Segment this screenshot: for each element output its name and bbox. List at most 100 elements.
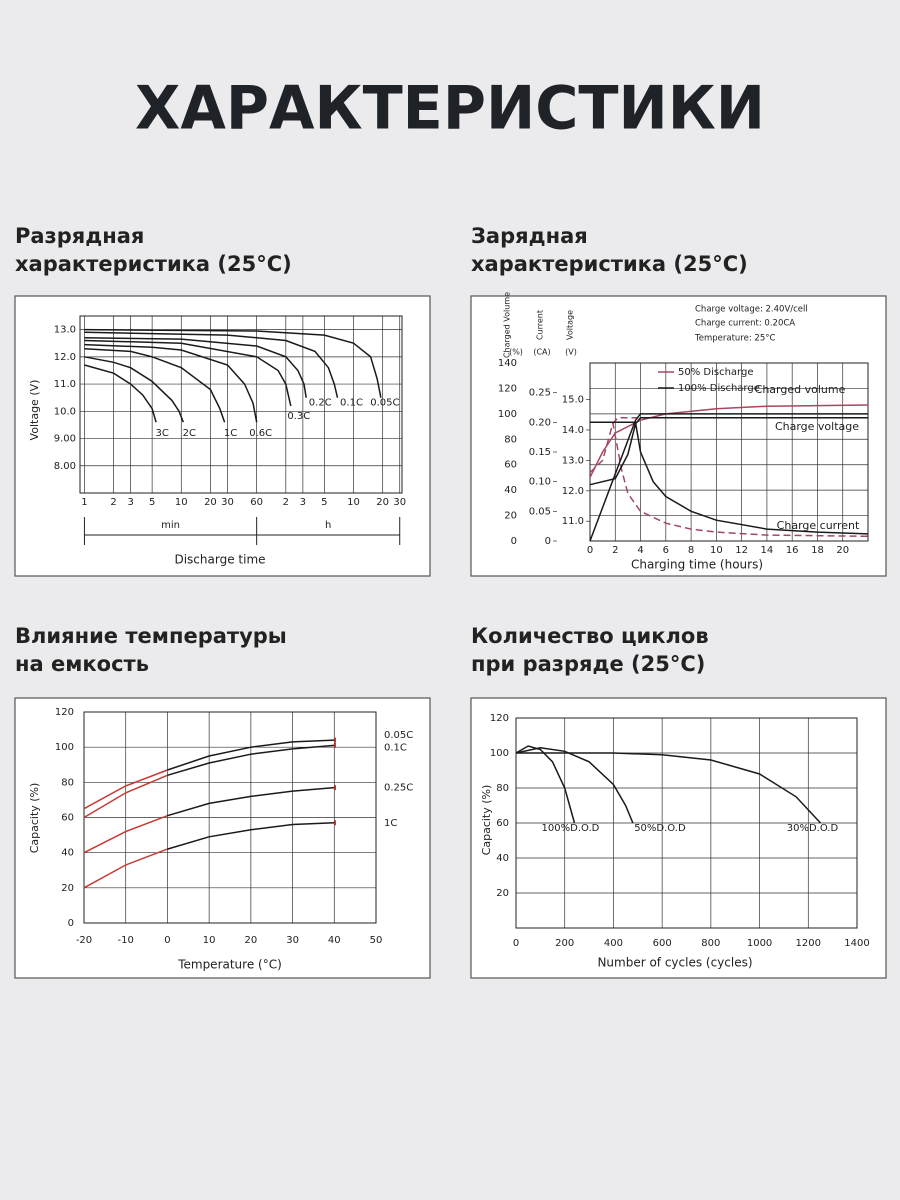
y-tick-label: 40 bbox=[61, 848, 74, 859]
y-axis-header: Charged Volume bbox=[503, 292, 512, 358]
annotation: Charged volume bbox=[755, 383, 846, 396]
y-tick-label: 0.05 bbox=[529, 506, 551, 517]
x-tick-label: 12 bbox=[735, 545, 748, 556]
x-tick-label: 0 bbox=[587, 545, 593, 556]
y-axis-header: Voltage bbox=[566, 310, 575, 340]
x-tick-label: 20 bbox=[376, 497, 389, 508]
series-line bbox=[167, 786, 335, 817]
x-tick-label: 10 bbox=[203, 935, 216, 946]
series-line bbox=[84, 347, 226, 423]
series-label: 0.05C bbox=[370, 398, 399, 409]
x-tick-label: 30 bbox=[393, 497, 406, 508]
x-tick-label: 18 bbox=[811, 545, 824, 556]
x-tick-label: 20 bbox=[836, 545, 849, 556]
series-label: 0.1C bbox=[340, 398, 363, 409]
y-tick-label: 10.0 bbox=[54, 406, 76, 417]
x-tick-label: 10 bbox=[710, 545, 723, 556]
series-line bbox=[167, 744, 335, 777]
series-line bbox=[84, 339, 292, 407]
series-label: 3C bbox=[155, 428, 168, 439]
chart-heading: Зарядная bbox=[471, 224, 588, 248]
series-label: 30%D.O.D bbox=[787, 823, 839, 834]
y-tick-label: 12.0 bbox=[54, 352, 76, 363]
series-line bbox=[167, 739, 335, 771]
x-tick-label: 4 bbox=[637, 545, 643, 556]
chart-heading: Разрядная bbox=[15, 224, 144, 248]
y-tick-label: 11.0 bbox=[562, 516, 584, 527]
plot-frame bbox=[589, 362, 869, 542]
x-tick-label: -20 bbox=[76, 935, 92, 946]
series-line bbox=[167, 822, 335, 850]
y-axis-label: Capacity (%) bbox=[480, 785, 493, 856]
y-tick-label: 0.20 bbox=[529, 417, 551, 428]
x-tick-label: 200 bbox=[555, 938, 574, 949]
y-tick-label: 100 bbox=[490, 748, 509, 759]
y-tick-label: 80 bbox=[504, 434, 517, 445]
x-tick-label: 20 bbox=[204, 497, 217, 508]
series-line bbox=[515, 747, 634, 824]
series-line bbox=[589, 413, 868, 542]
end-marker bbox=[334, 785, 336, 791]
series-line bbox=[84, 356, 184, 423]
x-tick-label: 5 bbox=[149, 497, 155, 508]
y-axis-unit: (CA) bbox=[533, 348, 550, 357]
series-line bbox=[84, 337, 307, 398]
y-tick-label: 15.0 bbox=[562, 395, 584, 406]
y-axis-header: Current bbox=[536, 310, 545, 340]
x-unit: h bbox=[325, 520, 331, 531]
x-tick-label: 1 bbox=[81, 497, 87, 508]
y-tick-label: 11.0 bbox=[54, 379, 76, 390]
x-tick-label: 30 bbox=[286, 935, 299, 946]
x-axis-label: Discharge time bbox=[174, 553, 265, 567]
chart-heading: при разряде (25°C) bbox=[471, 652, 705, 676]
x-tick-label: 14 bbox=[761, 545, 774, 556]
x-axis-label: Charging time (hours) bbox=[631, 558, 763, 572]
y-tick-label: 40 bbox=[496, 853, 509, 864]
series-line bbox=[83, 769, 168, 810]
x-tick-label: -10 bbox=[118, 935, 134, 946]
chart-heading: Количество циклов bbox=[471, 624, 709, 648]
chart-heading: Влияние температуры bbox=[15, 624, 287, 648]
y-axis-label: Voltage (V) bbox=[28, 380, 41, 441]
x-unit: min bbox=[161, 520, 180, 531]
series-label: 0.6C bbox=[249, 428, 272, 439]
note: Charge voltage: 2.40V/cell bbox=[695, 305, 808, 315]
end-marker bbox=[334, 820, 336, 826]
series-line bbox=[84, 331, 339, 398]
y-tick-label: 100 bbox=[55, 742, 74, 753]
y-tick-label: 12.0 bbox=[562, 486, 584, 497]
x-tick-label: 1400 bbox=[844, 938, 869, 949]
y-tick-label: 9.00 bbox=[54, 434, 76, 445]
y-tick-label: 0 bbox=[68, 918, 74, 929]
series-label: 0.2C bbox=[309, 398, 332, 409]
x-tick-label: 1000 bbox=[747, 938, 772, 949]
x-tick-label: 60 bbox=[250, 497, 263, 508]
series-label: 0.3C bbox=[287, 411, 310, 422]
x-tick-label: 10 bbox=[347, 497, 360, 508]
series-line bbox=[84, 343, 258, 423]
note: Charge current: 0.20CA bbox=[695, 319, 795, 329]
y-tick-label: 0.15 bbox=[529, 447, 551, 458]
series-label: 2C bbox=[183, 428, 196, 439]
series-line bbox=[84, 328, 382, 398]
y-axis-unit: (%) bbox=[509, 348, 523, 357]
plot-frame bbox=[79, 315, 403, 494]
y-tick-label: 13.0 bbox=[54, 325, 76, 336]
y-tick-label: 140 bbox=[498, 358, 517, 369]
y-axis-unit: (V) bbox=[565, 348, 577, 357]
y-tick-label: 14.0 bbox=[562, 425, 584, 436]
chart-panel bbox=[470, 295, 887, 577]
chart-panel bbox=[470, 697, 887, 979]
series-label: 1C bbox=[224, 428, 237, 439]
series-line bbox=[516, 752, 822, 824]
legend-label: 100% Discharge bbox=[678, 383, 760, 394]
series-label: 0.25C bbox=[384, 783, 413, 794]
end-marker bbox=[334, 737, 336, 743]
y-tick-label: 8.00 bbox=[54, 461, 76, 472]
series-line bbox=[83, 848, 168, 889]
series-line bbox=[589, 417, 868, 486]
series-label: 0.05C bbox=[384, 730, 413, 741]
x-tick-label: 8 bbox=[688, 545, 694, 556]
annotation: Charge voltage bbox=[775, 420, 859, 433]
